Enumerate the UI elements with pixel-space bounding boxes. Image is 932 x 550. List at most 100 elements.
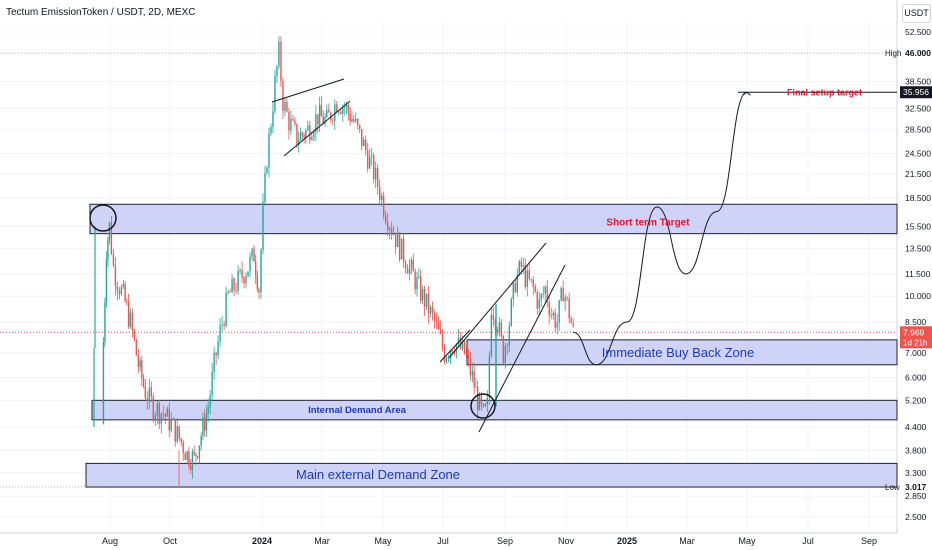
candle-body (223, 324, 225, 326)
candle-body (351, 119, 353, 122)
candle-body (423, 288, 426, 307)
time-tick-label: Nov (558, 536, 575, 546)
candle-body (166, 408, 168, 417)
price-tick-label: 4.400 (905, 422, 927, 432)
candle-body (203, 417, 206, 431)
reversal-circle (470, 393, 496, 419)
candle-body (522, 265, 524, 267)
zone-0 (89, 203, 898, 235)
candle-body (469, 358, 472, 376)
candle-body (158, 403, 160, 424)
candle-body (496, 329, 499, 333)
candle-body (378, 186, 381, 201)
candle-body (437, 321, 440, 330)
candle-body (396, 233, 399, 247)
price-tick-label: 5.200 (905, 395, 927, 405)
trend-line (439, 329, 471, 363)
candle-body (506, 345, 509, 347)
candle-body (107, 239, 109, 260)
candle-body (217, 341, 219, 356)
price-tick-label: 7.000 (905, 348, 927, 358)
price-tick-label: 10.000 (905, 291, 931, 301)
candle-body (311, 137, 313, 140)
candle-body (560, 287, 562, 301)
candle-body (202, 417, 204, 436)
candle-body (347, 104, 350, 113)
candle-body (572, 322, 574, 326)
candle-body (382, 195, 385, 216)
candle-body (231, 278, 233, 293)
candle-body (386, 222, 389, 230)
candle-body (284, 101, 286, 112)
time-tick-label: 2025 (617, 536, 637, 546)
time-tick-label: 2024 (252, 536, 272, 546)
candle-body (473, 371, 475, 388)
candle-body (420, 276, 422, 301)
final-target-label: Final setup target (787, 88, 862, 98)
candle-body (188, 451, 190, 466)
candle-body (398, 233, 401, 260)
candle-body (126, 301, 128, 303)
last-price-value: 7.969 (903, 327, 925, 337)
candle-body (439, 329, 442, 334)
candle-body (514, 283, 517, 293)
candle-body (384, 215, 387, 223)
price-tick-label: 13.500 (905, 243, 931, 253)
candle-body (447, 357, 450, 359)
candle-body (260, 250, 262, 293)
candle-body (480, 394, 483, 405)
candle-body (307, 125, 309, 131)
candle-body (435, 320, 438, 322)
candle-body (412, 260, 414, 272)
candle-body (520, 261, 522, 267)
candle-body (280, 41, 282, 82)
candle-body (207, 407, 209, 414)
candle-body (518, 261, 520, 275)
candle-body (215, 352, 217, 356)
candle-body (309, 125, 311, 140)
candle-body (146, 398, 149, 402)
currency-badge[interactable]: USDT (902, 4, 931, 23)
candle-body (449, 350, 452, 358)
time-tick-label: Mar (314, 536, 330, 546)
candle-body (272, 111, 274, 127)
candle-body (370, 155, 373, 157)
candle-body (110, 222, 113, 254)
trend-line (448, 242, 547, 359)
high-value: 46.000 (905, 48, 931, 58)
candle-body (342, 106, 344, 114)
candle-body (104, 301, 106, 343)
candle-body (142, 378, 145, 386)
candle-body (336, 104, 338, 112)
candle-body (318, 104, 321, 125)
candle-body (498, 322, 501, 333)
candle-body (256, 275, 259, 290)
high-label: High (885, 49, 901, 58)
price-tick-label: 15.500 (905, 221, 931, 231)
candle-body (388, 228, 391, 230)
candle-body (357, 118, 359, 126)
candle-body (225, 292, 227, 326)
trend-line (271, 78, 345, 103)
candle-body (445, 357, 448, 363)
candle-body (120, 286, 123, 295)
candle-body (186, 451, 188, 460)
candle-body (344, 106, 346, 108)
candle-body (133, 330, 136, 340)
candle-body (278, 41, 280, 67)
candle-body (486, 398, 489, 405)
candle-body (457, 337, 460, 344)
candle-body (369, 156, 371, 169)
candle-body (193, 451, 195, 454)
candle-body (376, 167, 379, 187)
candle-body (566, 297, 568, 299)
candle-body (288, 111, 290, 131)
candle-body (461, 340, 464, 349)
price-tick-label: 3.800 (905, 445, 927, 455)
candle-body (251, 248, 253, 257)
price-tick-label: 24.500 (905, 148, 931, 158)
candle-body (418, 276, 420, 278)
price-tick-label: 28.500 (905, 124, 931, 134)
candle-body (451, 350, 454, 353)
